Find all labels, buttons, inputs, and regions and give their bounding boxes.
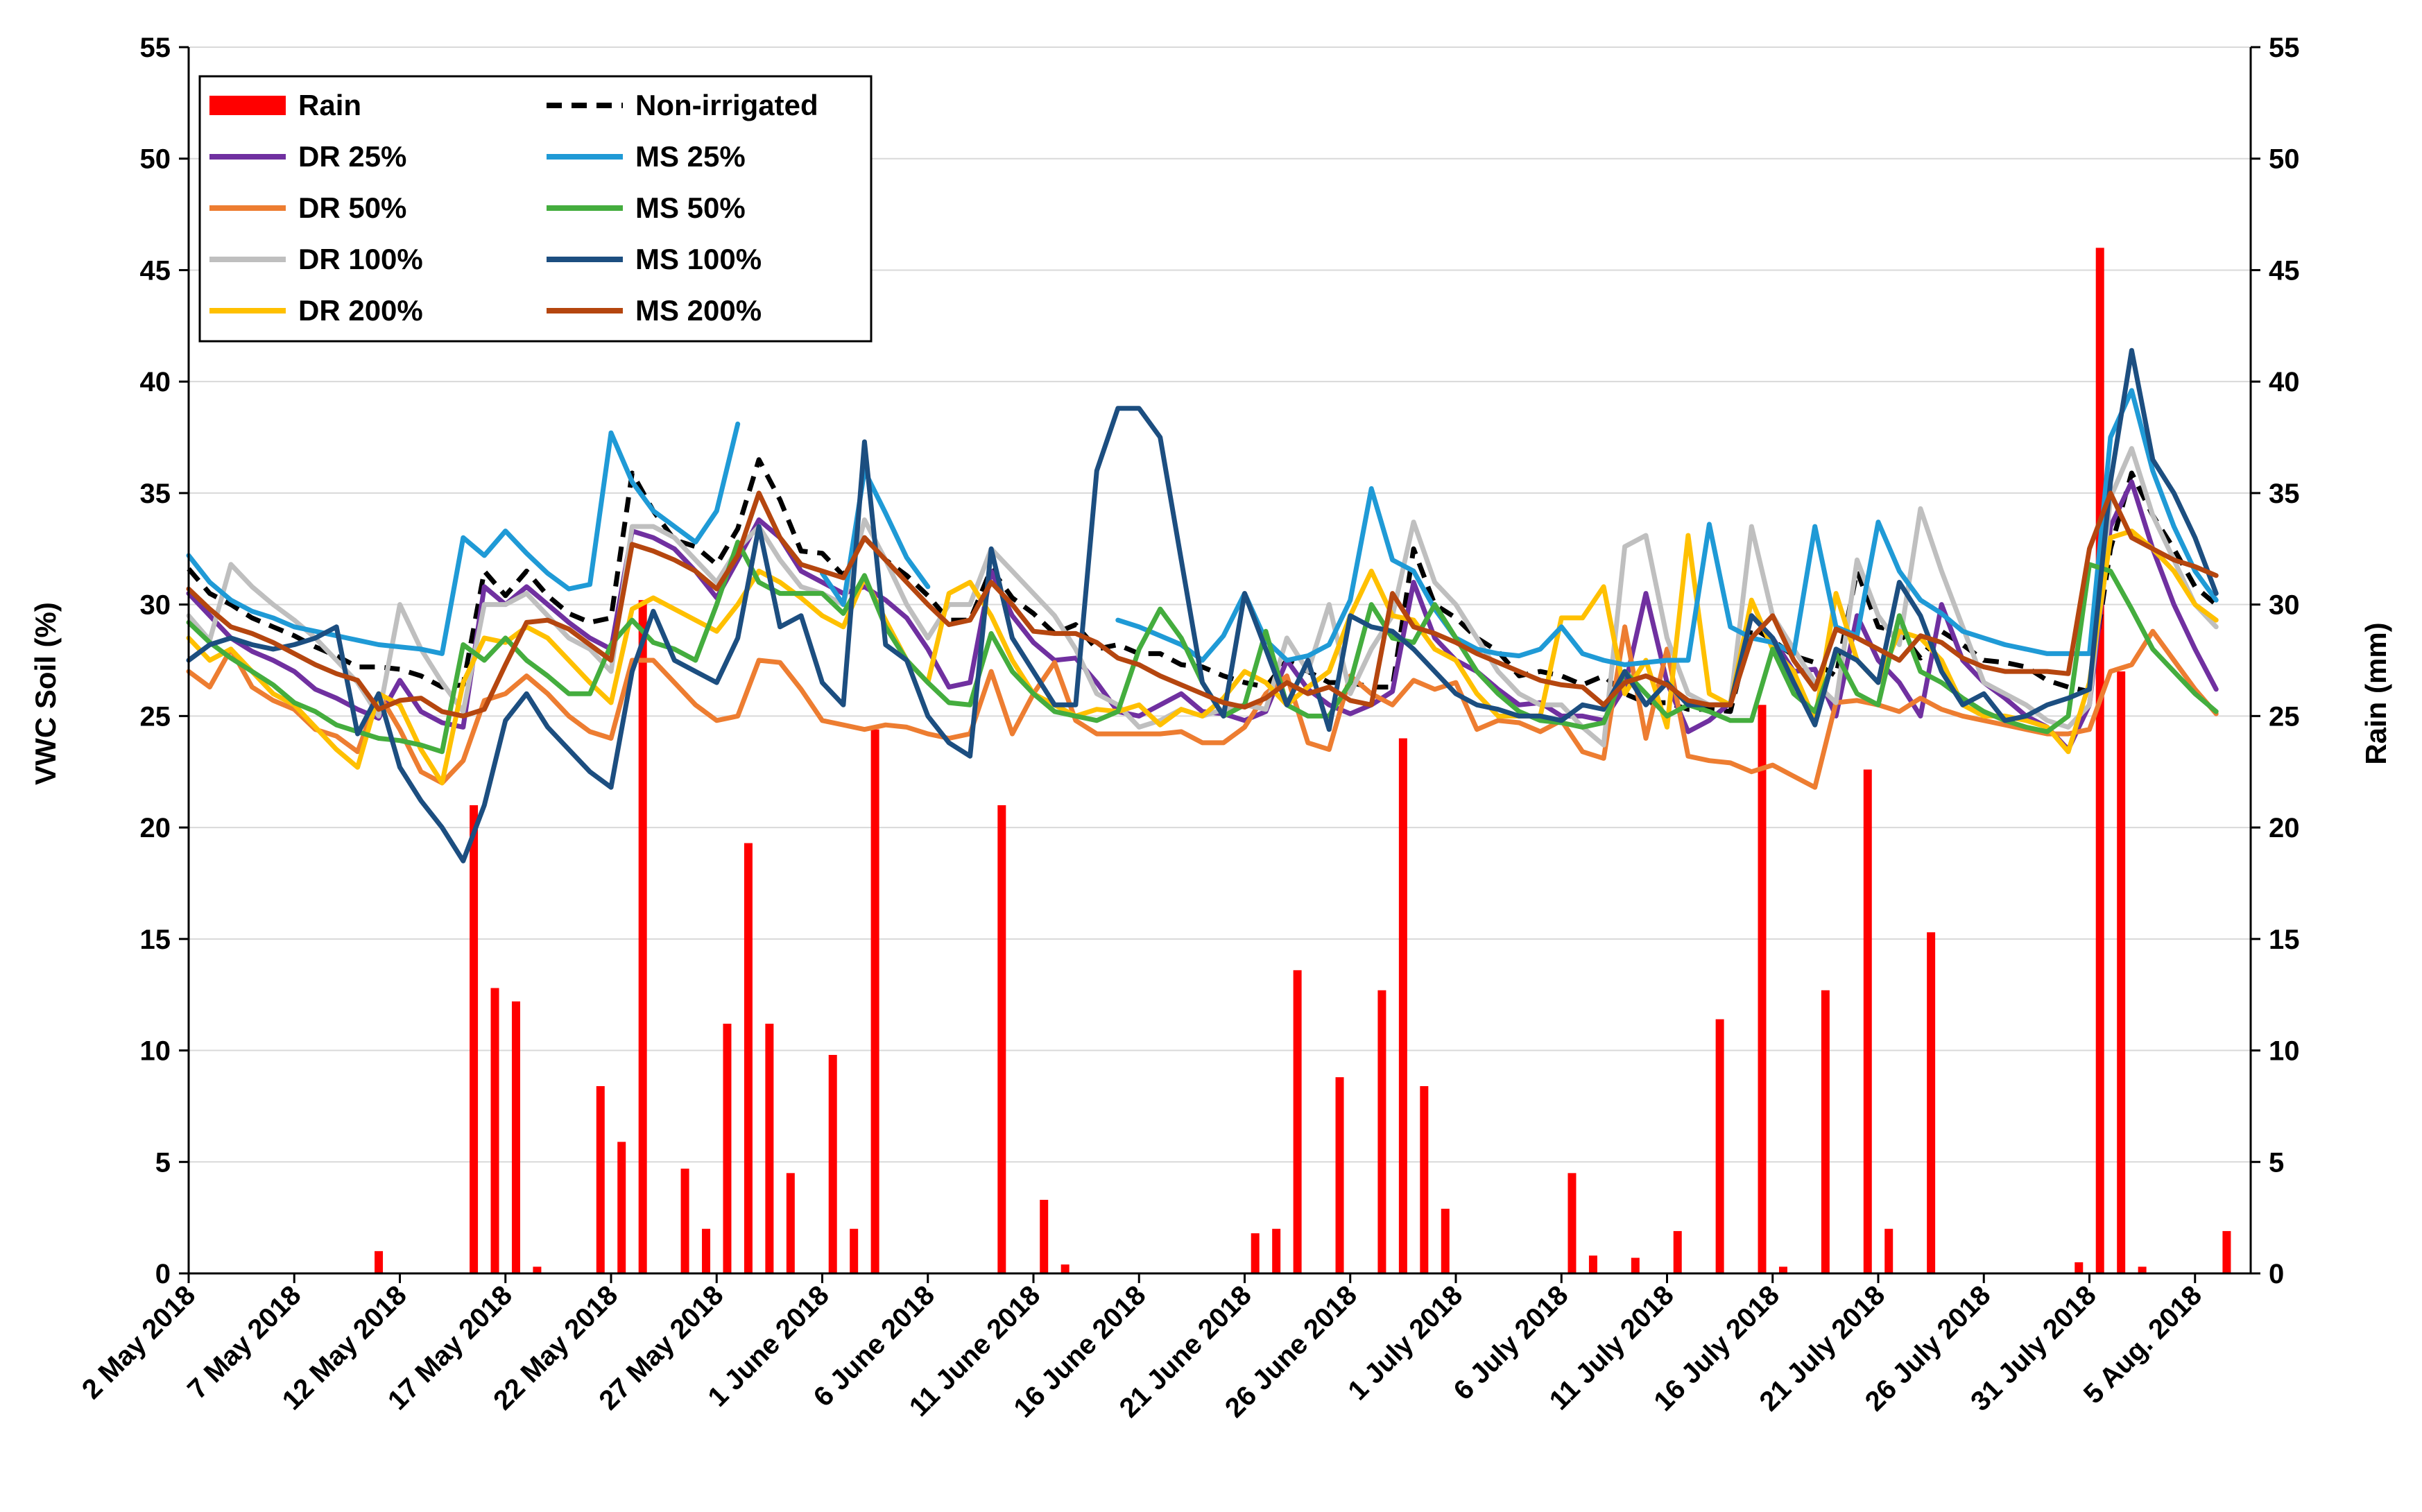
right-tick-label: 15 xyxy=(2269,925,2300,955)
axes xyxy=(187,47,2252,1275)
rain-bar xyxy=(1673,1230,1682,1273)
left-tick-label: 45 xyxy=(140,255,171,286)
rain-bar xyxy=(638,600,647,1273)
rain-bar xyxy=(850,1228,859,1273)
rain-bar xyxy=(870,729,879,1273)
legend-label: DR 100% xyxy=(298,243,423,275)
rain-bar xyxy=(1588,1255,1597,1273)
left-axis-ticks: 0 5 10 15 20 25 30 35 40 45 50 55 xyxy=(140,33,189,1289)
rain-bar xyxy=(2075,1262,2084,1273)
rain-bar xyxy=(1884,1228,1893,1273)
rain-bar xyxy=(1272,1228,1281,1273)
rain-bars xyxy=(375,248,2231,1273)
legend: Rain Non-irrigated DR 25% DR 50% DR 100% DR 2… xyxy=(198,75,873,343)
left-tick-label: 35 xyxy=(140,479,171,509)
series-line-ms-100- xyxy=(186,347,2219,864)
rain-bar xyxy=(1420,1085,1429,1273)
rain-bar xyxy=(1251,1233,1260,1273)
legend-swatch-rain xyxy=(209,96,286,115)
rain-bar xyxy=(828,1054,837,1273)
left-tick-label: 20 xyxy=(140,813,171,843)
rain-bar xyxy=(997,805,1006,1273)
rain-bar xyxy=(1758,705,1767,1273)
legend-label-rain: Rain xyxy=(298,89,361,121)
rain-bar xyxy=(1293,970,1302,1273)
rain-bar xyxy=(490,988,499,1273)
rain-bar xyxy=(786,1173,795,1273)
rain-bar xyxy=(1441,1208,1450,1273)
left-tick-label: 30 xyxy=(140,590,171,621)
right-tick-label: 35 xyxy=(2269,479,2300,509)
left-tick-label: 15 xyxy=(140,925,171,955)
y-axis-right-title: Rain (mm) xyxy=(2360,622,2392,764)
right-tick-label: 45 xyxy=(2269,255,2300,286)
legend-label: MS 25% xyxy=(635,140,746,173)
right-tick-label: 55 xyxy=(2269,33,2300,63)
rain-bar xyxy=(596,1085,605,1273)
series-line-ms-25- xyxy=(186,388,2219,667)
legend-label: DR 200% xyxy=(298,294,423,327)
left-tick-label: 10 xyxy=(140,1036,171,1067)
legend-label: MS 200% xyxy=(635,294,762,327)
legend-label: MS 100% xyxy=(635,243,762,275)
right-tick-label: 10 xyxy=(2269,1036,2300,1067)
left-tick-label: 55 xyxy=(140,33,171,63)
rain-bar xyxy=(533,1266,542,1273)
rain-bar xyxy=(617,1142,626,1273)
legend-box xyxy=(198,75,873,343)
rain-bar xyxy=(702,1228,711,1273)
rain-bar xyxy=(1927,932,1936,1273)
left-tick-label: 50 xyxy=(140,144,171,175)
gridlines xyxy=(189,46,2251,1274)
rain-bar xyxy=(2222,1230,2231,1273)
rain-bar xyxy=(1863,769,1872,1273)
rain-bar xyxy=(1377,990,1386,1273)
right-tick-label: 0 xyxy=(2269,1259,2284,1289)
rain-bar xyxy=(2095,248,2104,1273)
series-line-dr-25- xyxy=(186,479,2219,753)
vwc-lines xyxy=(186,347,2219,864)
right-tick-label: 20 xyxy=(2269,813,2300,843)
series-line-non-irrigated xyxy=(187,457,2218,714)
rain-bar xyxy=(1568,1173,1577,1273)
rain-bar xyxy=(470,805,479,1273)
left-tick-label: 25 xyxy=(140,701,171,732)
right-tick-label: 40 xyxy=(2269,367,2300,397)
rain-bar xyxy=(1040,1199,1049,1273)
rain-bar xyxy=(765,1023,774,1273)
y-axis-left-title: VWC Soil (%) xyxy=(29,602,62,785)
rain-bar xyxy=(1821,990,1830,1273)
rain-bar xyxy=(1715,1019,1724,1273)
rain-bar xyxy=(2138,1266,2147,1273)
rain-bar xyxy=(744,843,753,1273)
left-tick-label: 0 xyxy=(155,1259,171,1289)
rain-bar xyxy=(1335,1077,1344,1273)
right-tick-label: 50 xyxy=(2269,144,2300,175)
legend-label: DR 50% xyxy=(298,191,406,224)
left-tick-label: 5 xyxy=(155,1147,171,1178)
rain-bar xyxy=(723,1023,732,1273)
series-line-ms-200- xyxy=(186,490,2219,719)
right-tick-label: 30 xyxy=(2269,590,2300,621)
rain-bar xyxy=(2117,671,2126,1273)
rain-bar xyxy=(1778,1266,1787,1273)
rain-bar xyxy=(511,1001,520,1273)
right-tick-label: 5 xyxy=(2269,1147,2284,1178)
legend-label: Non-irrigated xyxy=(635,89,818,121)
rain-bar xyxy=(375,1251,384,1273)
rain-bar xyxy=(1631,1257,1640,1273)
rain-bar xyxy=(1060,1264,1070,1273)
rain-bar xyxy=(1398,738,1407,1273)
legend-label: DR 25% xyxy=(298,140,406,173)
rain-bar xyxy=(680,1168,689,1273)
left-tick-label: 40 xyxy=(140,367,171,397)
right-tick-label: 25 xyxy=(2269,701,2300,732)
right-axis-ticks: 0 5 10 15 20 25 30 35 40 45 50 55 xyxy=(2251,33,2300,1289)
legend-label: MS 50% xyxy=(635,191,746,224)
